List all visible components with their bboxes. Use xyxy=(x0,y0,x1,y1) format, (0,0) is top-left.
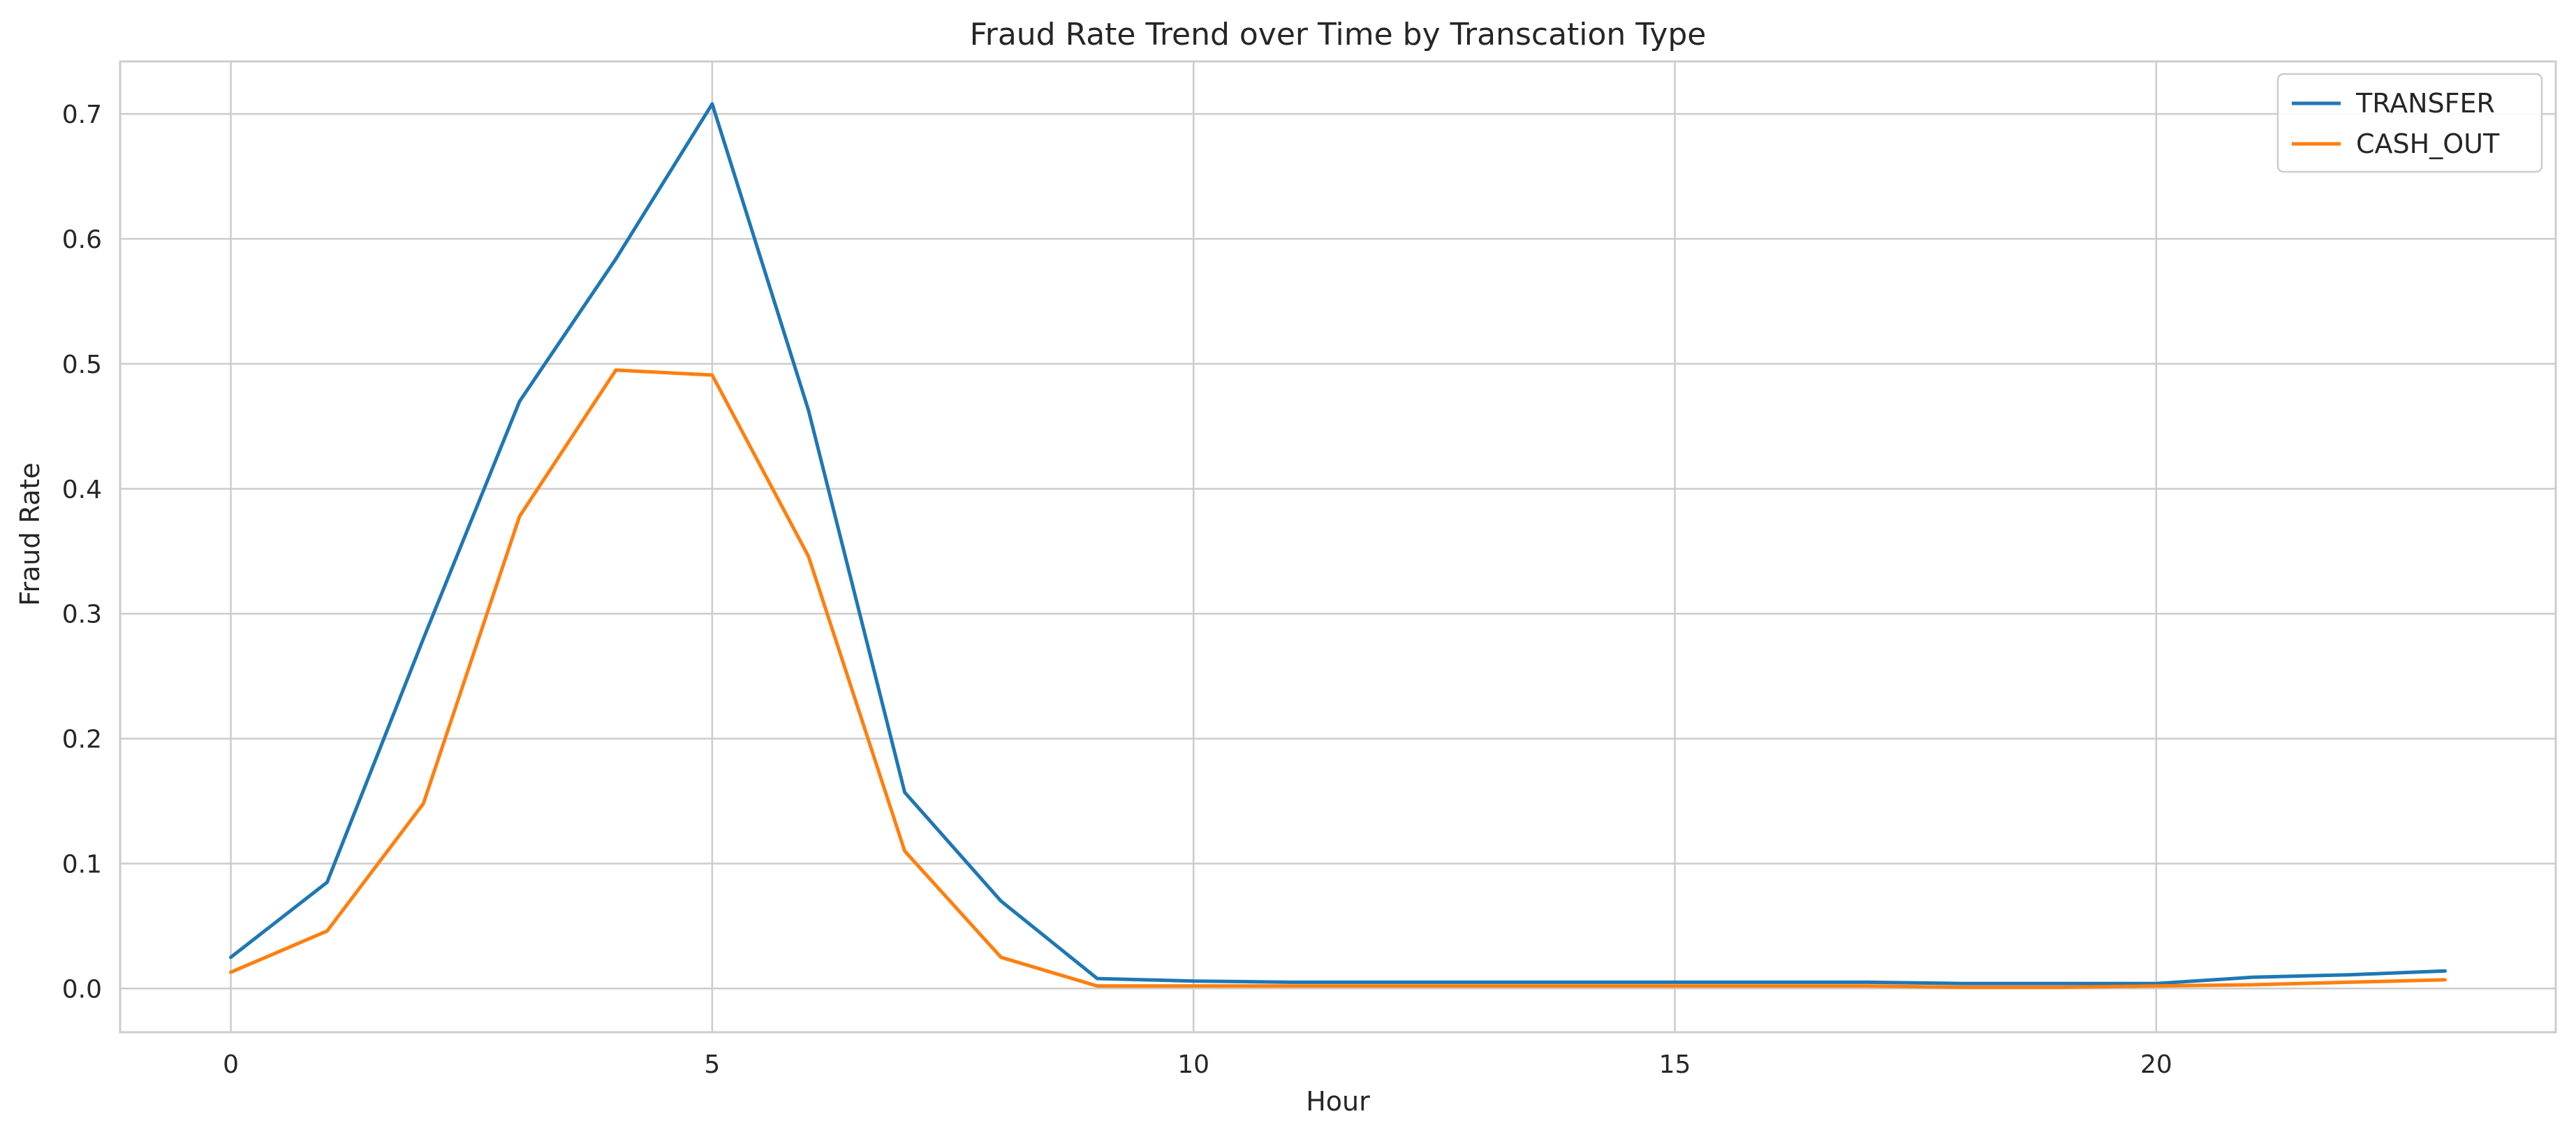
y-tick-label: 0.2 xyxy=(62,726,102,754)
y-tick-label: 0.5 xyxy=(62,351,102,379)
grid-lines xyxy=(120,61,2556,1032)
chart-title: Fraud Rate Trend over Time by Transcatio… xyxy=(970,17,1707,52)
y-axis-label: Fraud Rate xyxy=(15,462,45,606)
y-tick-label: 0.0 xyxy=(62,975,102,1004)
x-tick-label: 10 xyxy=(1177,1050,1209,1079)
series-line-transfer xyxy=(229,102,2447,985)
legend: TRANSFER CASH_OUT xyxy=(2276,73,2543,173)
tick-labels: 0 5 10 15 20 0.0 0.1 0.2 0.3 0.4 0.5 0.6 0.7 xyxy=(62,101,2172,1079)
y-tick-label: 0.1 xyxy=(62,850,102,879)
plot-area xyxy=(119,60,2557,1034)
x-tick-label: 5 xyxy=(704,1050,720,1079)
y-tick-label: 0.4 xyxy=(62,476,102,504)
y-tick-label: 0.3 xyxy=(62,601,102,629)
x-tick-label: 0 xyxy=(223,1050,239,1079)
series-line-cash-out xyxy=(229,368,2447,990)
legend-box xyxy=(2276,73,2543,173)
series-lines xyxy=(229,102,2447,990)
legend-label: CASH_OUT xyxy=(2356,129,2500,159)
y-tick-label: 0.7 xyxy=(62,101,102,129)
x-axis-label: Hour xyxy=(1306,1086,1370,1117)
x-tick-label: 20 xyxy=(2140,1050,2172,1079)
y-tick-label: 0.6 xyxy=(62,226,102,254)
legend-label: TRANSFER xyxy=(2355,88,2495,119)
x-tick-label: 15 xyxy=(1659,1050,1691,1079)
